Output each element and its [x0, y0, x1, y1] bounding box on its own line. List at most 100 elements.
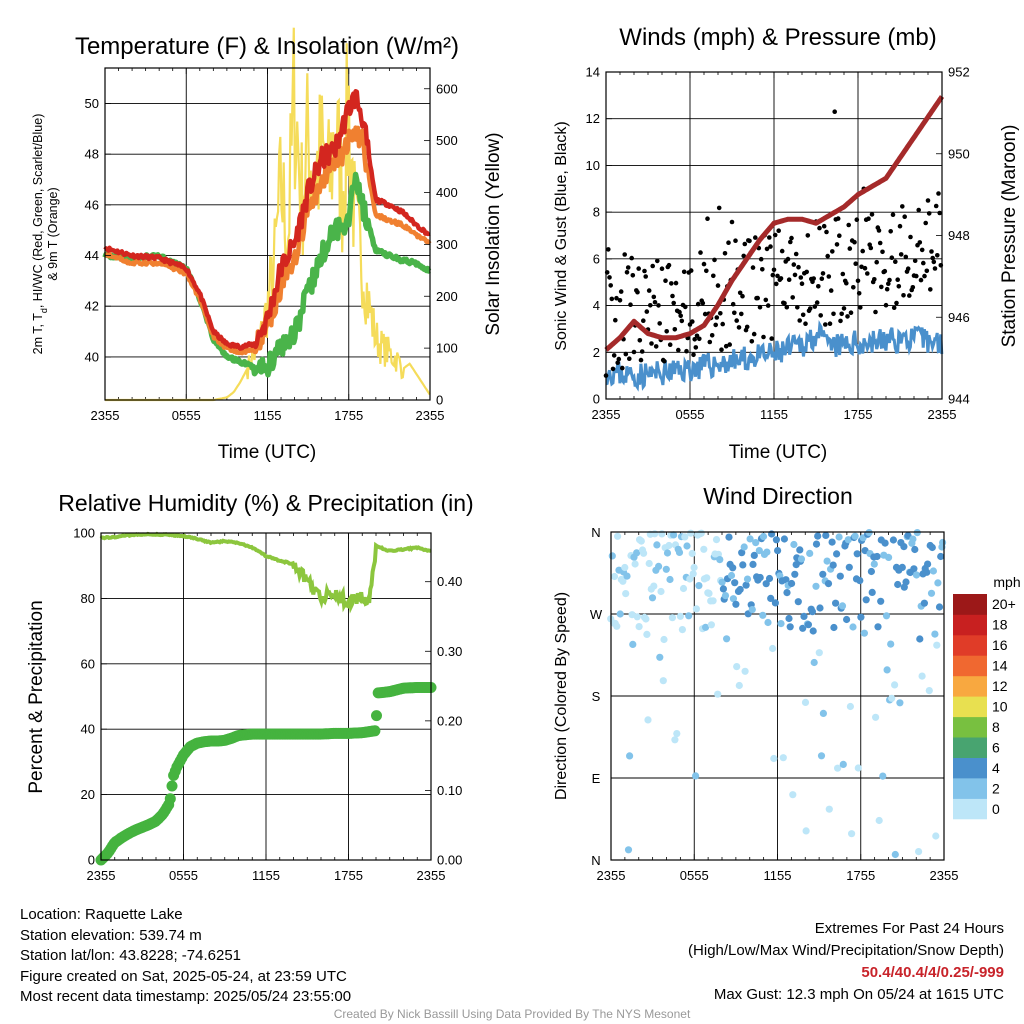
gust-point	[641, 318, 646, 324]
direction-point	[806, 549, 814, 558]
direction-point	[819, 709, 828, 718]
dir-xtick-label: 0555	[680, 868, 709, 883]
direction-point	[700, 545, 708, 553]
gust-point	[900, 204, 905, 209]
gust-point	[826, 274, 832, 279]
gust-point	[651, 294, 657, 300]
precip-point	[164, 793, 176, 805]
gust-point	[700, 300, 706, 306]
gust-point	[761, 334, 766, 340]
solar-ytick-label: 500	[436, 133, 458, 148]
gust-point	[856, 291, 862, 296]
colorbar-label: 18	[992, 617, 1008, 633]
direction-point	[668, 614, 677, 622]
colorbar-label: 4	[992, 760, 1000, 776]
gust-point	[932, 266, 938, 271]
direction-point	[736, 585, 744, 594]
direction-point	[633, 613, 641, 621]
colorbar-label: 14	[992, 658, 1008, 674]
gust-point	[816, 284, 821, 289]
gust-point	[774, 281, 779, 287]
direction-point	[764, 618, 772, 627]
gust-point	[768, 244, 773, 249]
precip-ytick-label: 0.40	[437, 574, 462, 589]
gust-point	[636, 266, 641, 271]
gust-point	[893, 259, 898, 265]
direction-point	[882, 612, 891, 620]
dir-frame	[610, 531, 945, 861]
colorbar-swatch	[953, 716, 987, 738]
solar-ytick-label: 300	[436, 237, 458, 252]
direction-point	[703, 574, 711, 582]
gust-point	[637, 338, 643, 343]
gust-point	[732, 310, 737, 316]
station-info: Location: Raquette Lake Station elevatio…	[20, 905, 351, 1008]
gust-point	[925, 198, 931, 203]
direction-point	[896, 699, 904, 707]
gust-point	[693, 345, 699, 350]
gust-point	[839, 311, 844, 317]
info-created: Figure created on Sat, 2025-05-24, at 23…	[20, 967, 347, 985]
direction-point	[838, 602, 847, 610]
direction-point	[759, 611, 767, 619]
direction-point	[853, 550, 861, 558]
direction-point	[645, 559, 653, 568]
gust-point	[908, 234, 913, 240]
temp-xtick-label: 2355	[91, 408, 120, 423]
gust-point	[616, 356, 622, 362]
direction-point	[739, 561, 747, 569]
gust-point	[772, 232, 778, 238]
gust-point	[837, 233, 842, 238]
rh-ylabel: Percent & Precipitation	[26, 600, 47, 793]
direction-point	[920, 599, 929, 607]
direction-point	[804, 621, 813, 629]
solar-ytick-label: 400	[436, 185, 458, 200]
direction-point	[670, 531, 678, 539]
colorbar-swatch	[953, 634, 987, 656]
direction-point	[860, 629, 869, 637]
gust-point	[718, 311, 723, 316]
direction-point	[675, 548, 684, 557]
direction-point	[637, 537, 645, 545]
temp-line-0	[103, 89, 431, 351]
temp-ylabel-line2: & 9m T (Orange)	[46, 187, 60, 280]
gust-point	[679, 318, 685, 324]
info-elevation: Station elevation: 539.74 m	[20, 926, 202, 944]
direction-point	[816, 604, 824, 612]
dir-ytick-label: E	[592, 771, 601, 786]
extremes-values: 50.4/40.4/4/0.25/-999	[861, 964, 1004, 981]
direction-point	[891, 681, 899, 689]
gust-point	[825, 253, 830, 259]
temp-xlabel: Time (UTC)	[218, 442, 317, 463]
precip-ytick-label: 0.20	[437, 713, 462, 728]
direction-point	[802, 827, 810, 835]
colorbar-swatch	[953, 696, 987, 718]
direction-point	[702, 623, 710, 631]
direction-point	[845, 563, 853, 571]
rh-ytick-label: 20	[81, 787, 95, 802]
direction-point	[692, 605, 701, 613]
direction-point	[686, 575, 694, 583]
extremes-subtitle: (High/Low/Max Wind/Precipitation/Snow De…	[688, 942, 1004, 959]
gust-point	[684, 348, 689, 354]
gust-point	[767, 235, 772, 240]
gust-point	[779, 248, 785, 254]
direction-point	[738, 549, 746, 557]
wind-ytick-label: 10	[586, 158, 600, 173]
direction-point	[848, 830, 856, 838]
gust-point	[919, 247, 925, 253]
wind-ytick-label: 14	[586, 65, 600, 80]
gust-point	[676, 347, 681, 353]
gust-point	[921, 260, 926, 266]
direction-point	[849, 623, 857, 631]
gust-point	[782, 301, 787, 306]
wind-ytick-label: 0	[593, 392, 600, 407]
gust-point	[862, 265, 868, 271]
gust-point	[681, 269, 687, 275]
direction-point	[915, 848, 923, 856]
direction-point	[662, 565, 670, 573]
gust-point	[930, 255, 935, 261]
temp-xtick-label: 2355	[416, 408, 445, 423]
direction-point	[752, 539, 760, 547]
gust-point	[758, 256, 764, 262]
